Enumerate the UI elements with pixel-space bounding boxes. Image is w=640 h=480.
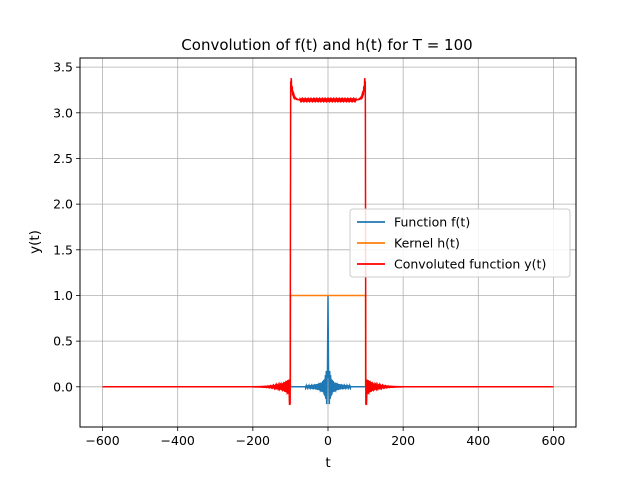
x-tick-label: −200 xyxy=(236,433,270,448)
y-tick-label: 0.5 xyxy=(53,334,73,349)
y-axis-label: y(t) xyxy=(27,230,43,254)
x-tick-label: −400 xyxy=(161,433,195,448)
y-tick-label: 3.0 xyxy=(53,105,73,120)
y-tick-label: 2.0 xyxy=(53,197,73,212)
y-tick-label: 0.0 xyxy=(53,379,73,394)
y-ticks: 0.0 0.5 1.0 1.5 2.0 2.5 3.0 3.5 xyxy=(53,60,80,394)
y-tick-label: 1.0 xyxy=(53,288,73,303)
y-tick-label: 2.5 xyxy=(53,151,73,166)
legend-box xyxy=(349,208,571,278)
x-tick-label: −600 xyxy=(85,433,119,448)
x-tick-label: 400 xyxy=(466,433,490,448)
legend-entry: Function f(t) xyxy=(394,215,470,230)
legend-entry: Kernel h(t) xyxy=(394,236,460,251)
legend-entry: Convoluted function y(t) xyxy=(394,257,546,272)
x-tick-label: 0 xyxy=(324,433,332,448)
x-tick-label: 600 xyxy=(542,433,566,448)
x-axis-label: t xyxy=(325,455,330,471)
x-tick-label: 200 xyxy=(391,433,415,448)
series-line-convoluted-y xyxy=(102,78,554,406)
plot-area xyxy=(102,78,554,406)
chart-title: Convolution of f(t) and h(t) for T = 100 xyxy=(181,36,472,54)
x-ticks: −600 −400 −200 0 200 400 600 xyxy=(85,427,565,448)
y-tick-label: 1.5 xyxy=(53,242,73,257)
legend: Function f(t) Kernel h(t) Convoluted funct… xyxy=(349,208,571,278)
y-tick-label: 3.5 xyxy=(53,60,73,75)
